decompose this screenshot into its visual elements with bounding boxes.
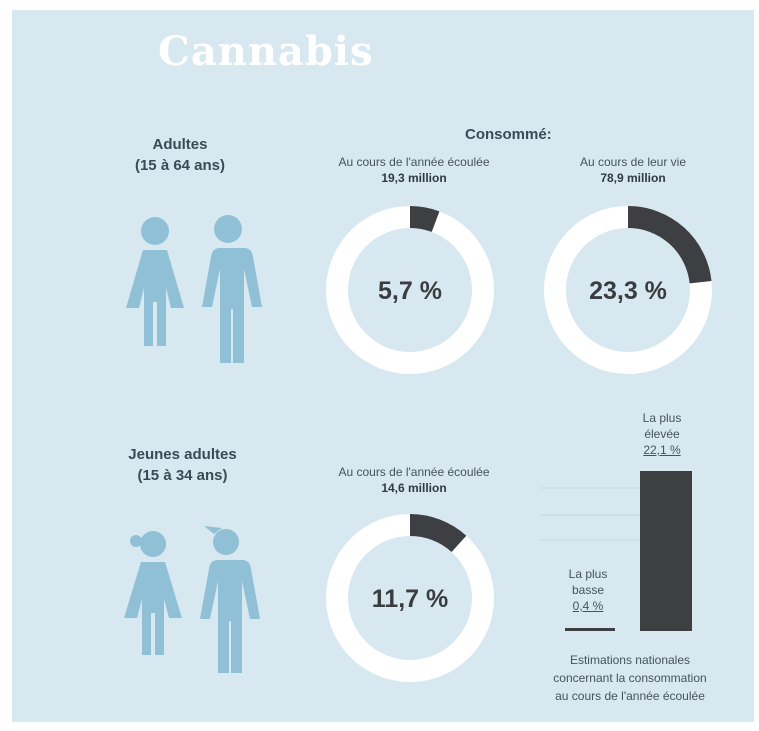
donut_adults_life-value-label: 23,3 % <box>589 277 667 305</box>
bar-low-value: 0,4 % <box>572 599 604 613</box>
bar-low-label: La plus basse 0,4 % <box>548 566 628 614</box>
footnote-line3: au cours de l'année écoulée <box>555 689 705 703</box>
footnote: Estimations nationales concernant la con… <box>500 651 759 705</box>
footnote-line2: concernant la consommation <box>553 671 707 685</box>
adults-label-line2: (15 à 64 ans) <box>134 157 226 174</box>
adults-year-period: Au cours de l'année écoulée <box>338 155 490 169</box>
donut_adults_year-value-label: 5,7 % <box>378 277 442 305</box>
adults-life-caption: Au cours de leur vie 78,9 million <box>548 154 718 186</box>
donut_adults_year-slice <box>409 206 440 233</box>
bar-high-label: La plus élevée 22,1 % <box>622 410 702 458</box>
bar-high <box>640 471 692 631</box>
young-year-caption: Au cours de l'année écoulée 14,6 million <box>296 464 532 496</box>
bar-low-label-line1: La plus <box>568 567 608 581</box>
footnote-line1: Estimations nationales <box>569 653 691 667</box>
bar-high-label-line2: élevée <box>644 427 680 441</box>
bar-high-value: 22,1 % <box>643 443 681 457</box>
young-year-count: 14,6 million <box>381 481 447 495</box>
donut_young_year-slice <box>409 514 467 553</box>
range-bar-chart <box>540 471 692 631</box>
young-adults-label-line1: Jeunes adultes <box>128 446 237 463</box>
donut_adults_life-slice <box>627 206 712 284</box>
donut_young_year-value-label: 11,7 % <box>372 585 448 613</box>
bar-high-label-line1: La plus <box>642 411 682 425</box>
adults-year-caption: Au cours de l'année écoulée 19,3 million <box>296 154 532 186</box>
adults-year-count: 19,3 million <box>381 171 447 185</box>
bar-low-label-line2: basse <box>571 583 605 597</box>
infographic-title: Cannabis <box>158 28 374 75</box>
young-man-icon <box>200 526 260 673</box>
adults-label: Adultes (15 à 64 ans) <box>110 134 250 176</box>
young-adults-label: Jeunes adultes (15 à 34 ans) <box>105 444 260 486</box>
consumed-heading: Consommé: <box>465 126 552 143</box>
adults-life-count: 78,9 million <box>600 171 666 185</box>
adults-label-line1: Adultes <box>152 136 208 153</box>
young-adults-figure-icon <box>124 526 260 673</box>
young-year-period: Au cours de l'année écoulée <box>338 465 490 479</box>
young-woman-icon <box>124 531 182 655</box>
young-adults-label-line2: (15 à 34 ans) <box>137 467 228 484</box>
donut-charts: 5,7 % 23,3 % 11,7 % <box>326 206 712 682</box>
adults-life-period: Au cours de leur vie <box>579 155 687 169</box>
bar-low <box>565 628 615 631</box>
adults-figure-icon <box>126 215 262 363</box>
adult-woman-icon <box>126 217 184 346</box>
adult-man-icon <box>202 215 262 363</box>
